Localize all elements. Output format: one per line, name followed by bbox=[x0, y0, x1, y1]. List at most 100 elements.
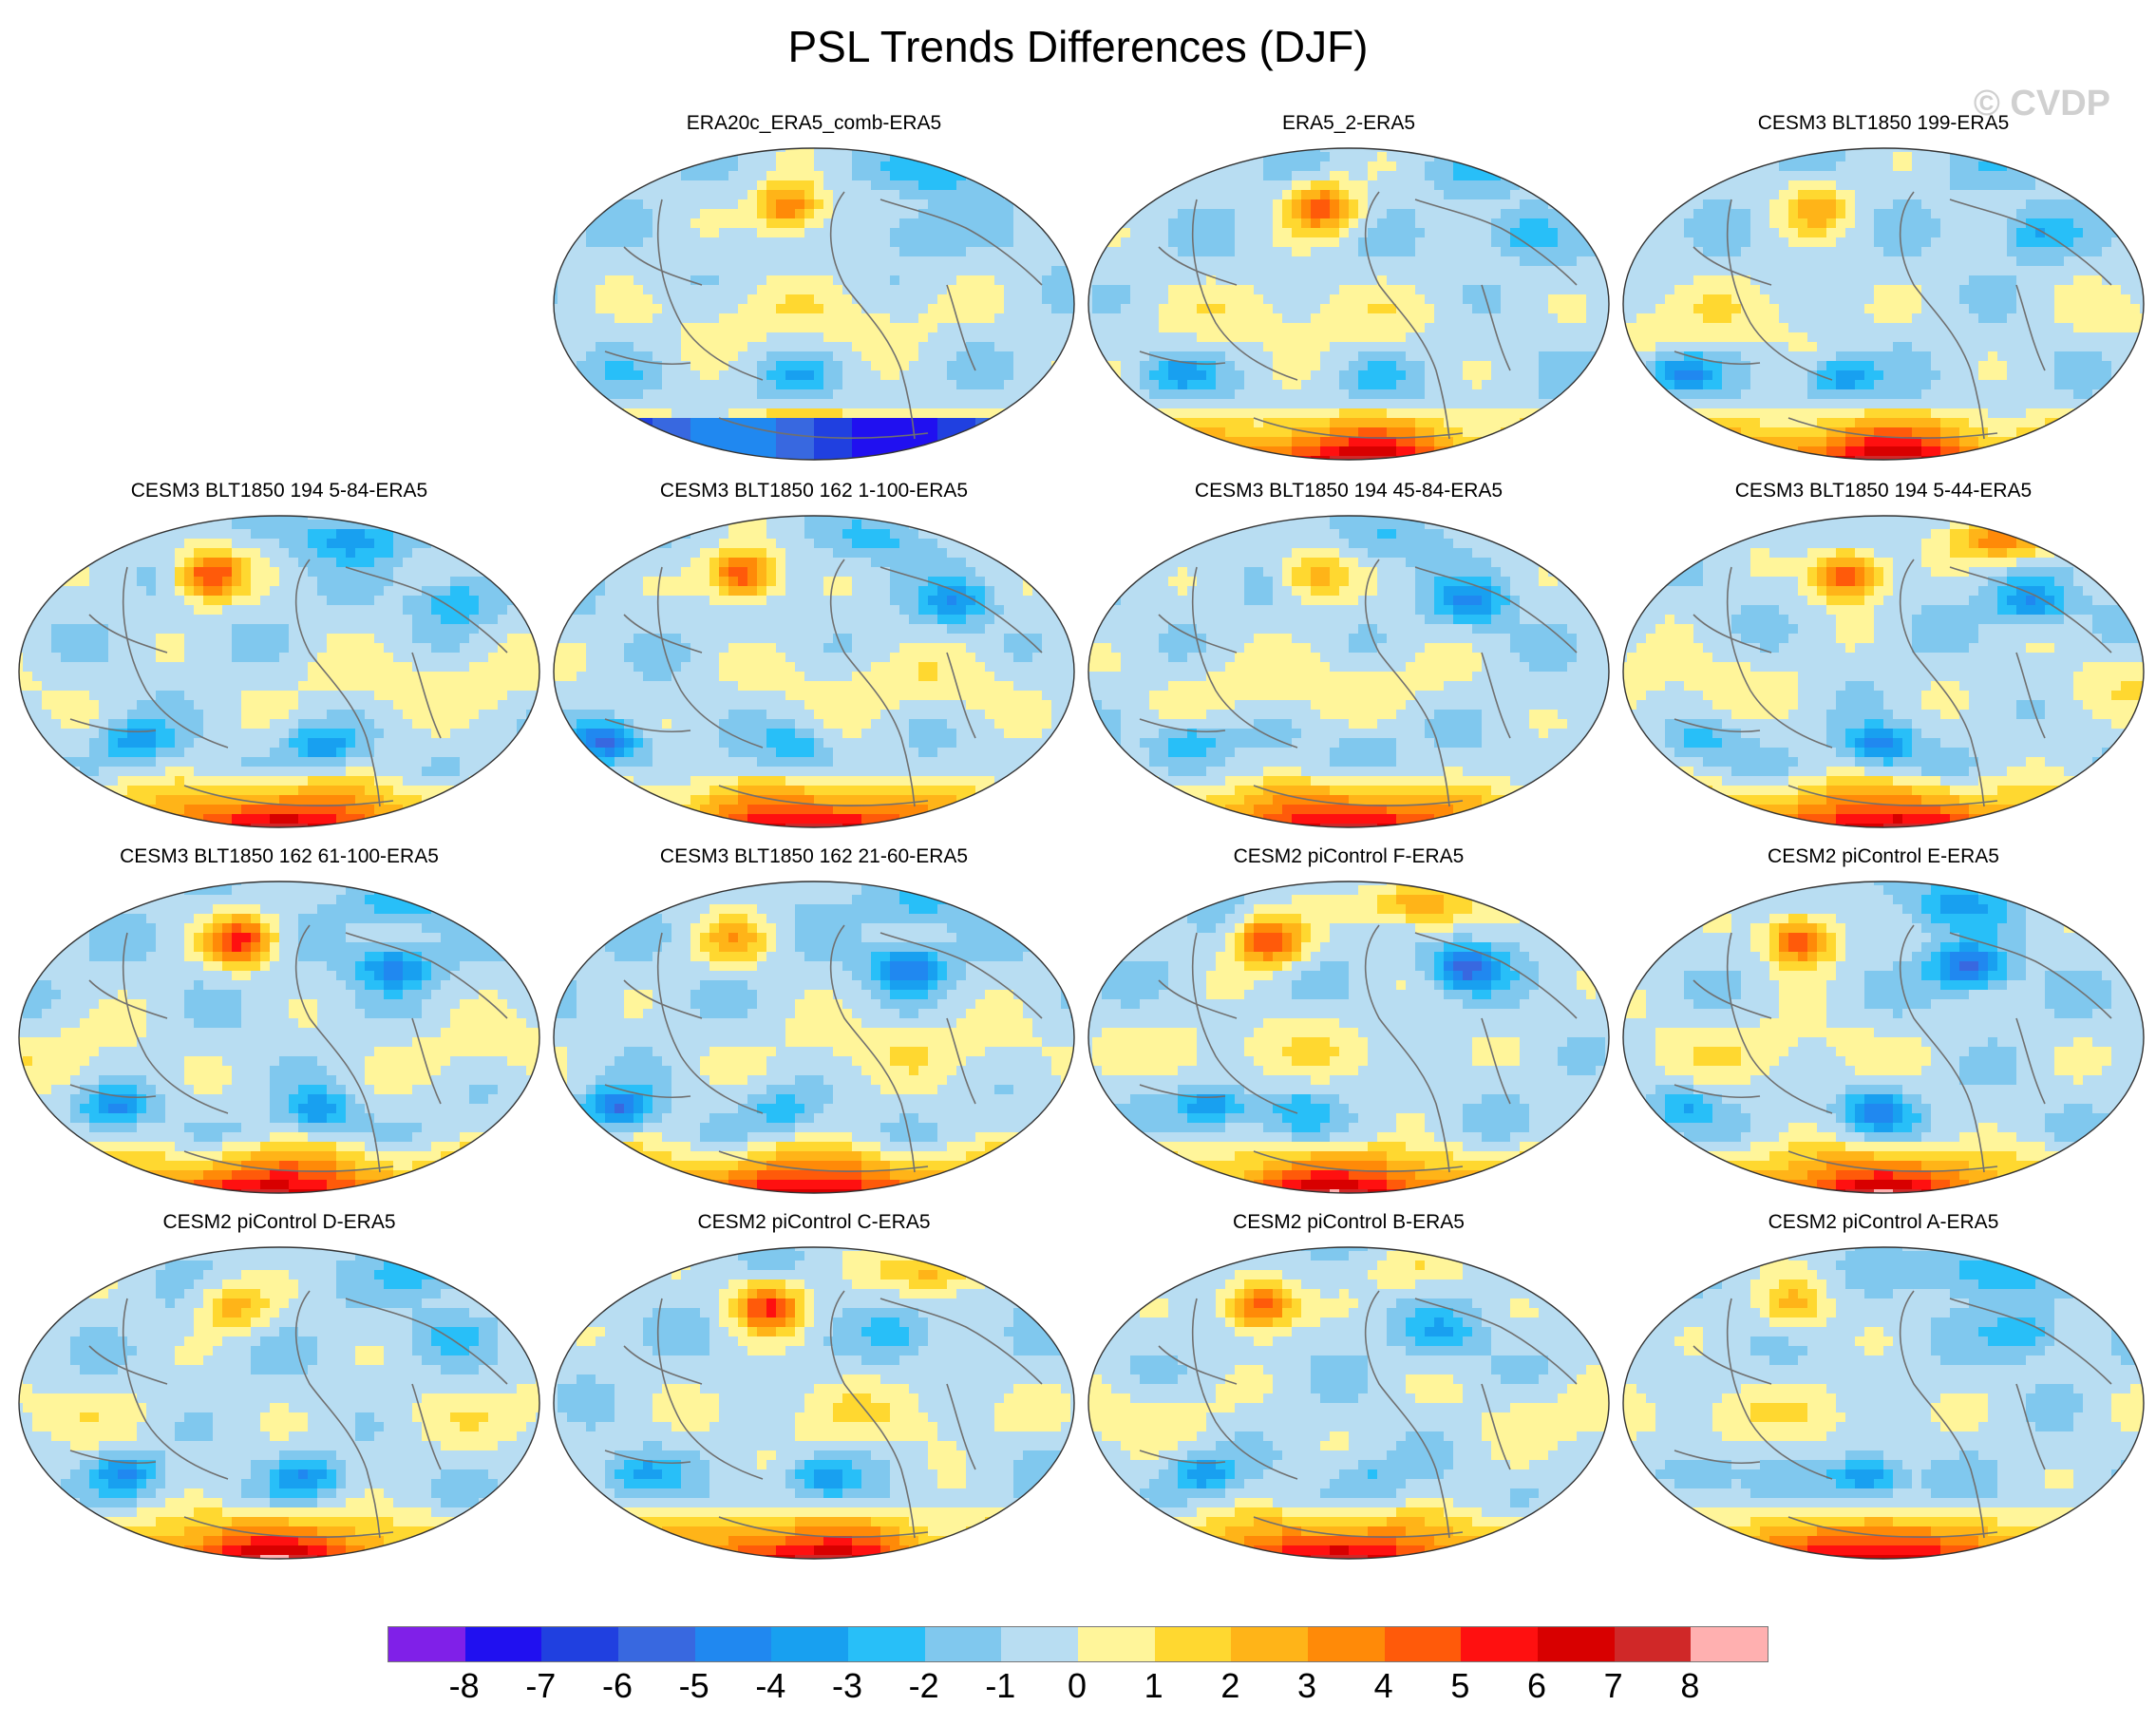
coastline bbox=[69, 924, 508, 1173]
colorbar-tick-label: 1 bbox=[1125, 1666, 1182, 1706]
colorbar-tick-label: 4 bbox=[1355, 1666, 1412, 1706]
map-outline bbox=[18, 881, 540, 1194]
psl-trend-field bbox=[19, 1247, 539, 1559]
map-outline bbox=[553, 1246, 1075, 1560]
psl-trend-field bbox=[1623, 881, 2144, 1193]
robinson-map bbox=[553, 515, 1075, 828]
map-panel: CESM3 BLT1850 162 61-100-ERA5 bbox=[13, 845, 545, 1202]
coastline bbox=[1674, 1290, 2112, 1539]
map-outline bbox=[1087, 881, 1610, 1194]
robinson-map bbox=[1622, 147, 2145, 461]
coastline bbox=[1674, 559, 2112, 807]
panel-title: CESM3 BLT1850 162 21-60-ERA5 bbox=[548, 845, 1080, 868]
colorbar-swatch bbox=[618, 1627, 695, 1661]
coastline bbox=[69, 559, 508, 807]
map-panel: CESM2 piControl F-ERA5 bbox=[1083, 845, 1615, 1202]
map-outline bbox=[18, 515, 540, 828]
panel-title: CESM2 piControl F-ERA5 bbox=[1083, 845, 1615, 868]
panel-title: CESM3 BLT1850 194 5-84-ERA5 bbox=[13, 480, 545, 502]
psl-trend-field bbox=[1088, 881, 1609, 1193]
coastline bbox=[604, 559, 1043, 807]
panel-title: CESM3 BLT1850 194 5-44-ERA5 bbox=[1617, 480, 2149, 502]
psl-trend-field bbox=[1623, 516, 2144, 827]
map-outline bbox=[18, 1246, 540, 1560]
colorbar bbox=[388, 1626, 1768, 1662]
robinson-map bbox=[553, 881, 1075, 1194]
coastline bbox=[1674, 924, 2112, 1173]
coastline bbox=[69, 1290, 508, 1539]
map-panel: CESM3 BLT1850 194 5-84-ERA5 bbox=[13, 480, 545, 836]
map-panel: CESM2 piControl B-ERA5 bbox=[1083, 1211, 1615, 1567]
colorbar-swatch bbox=[1154, 1627, 1232, 1661]
watermark: © CVDP bbox=[1974, 84, 2110, 124]
colorbar-tick-label: -4 bbox=[742, 1666, 799, 1706]
colorbar-tick-label: 6 bbox=[1508, 1666, 1565, 1706]
colorbar-tick-label: -1 bbox=[972, 1666, 1029, 1706]
map-panel: CESM3 BLT1850 199-ERA5 bbox=[1617, 112, 2149, 468]
robinson-map bbox=[1087, 1246, 1610, 1560]
colorbar-tick-label: -5 bbox=[666, 1666, 723, 1706]
panel-title: CESM2 piControl E-ERA5 bbox=[1617, 845, 2149, 868]
panel-title: CESM2 piControl A-ERA5 bbox=[1617, 1211, 2149, 1234]
coastline bbox=[1674, 191, 2112, 440]
colorbar-swatch bbox=[771, 1627, 849, 1661]
colorbar-swatch bbox=[1461, 1627, 1539, 1661]
robinson-map bbox=[1622, 515, 2145, 828]
panel-title: ERA20c_ERA5_comb-ERA5 bbox=[548, 112, 1080, 135]
map-outline bbox=[1087, 515, 1610, 828]
colorbar-swatch bbox=[694, 1627, 772, 1661]
panel-title: CESM3 BLT1850 199-ERA5 bbox=[1617, 112, 2149, 135]
map-panel: ERA5_2-ERA5 bbox=[1083, 112, 1615, 468]
coastline bbox=[1139, 191, 1578, 440]
colorbar-swatch bbox=[1691, 1627, 1768, 1661]
psl-trend-field bbox=[554, 1247, 1074, 1559]
map-panel: CESM3 BLT1850 194 5-44-ERA5 bbox=[1617, 480, 2149, 836]
panel-title: CESM3 BLT1850 194 45-84-ERA5 bbox=[1083, 480, 1615, 502]
coastline bbox=[604, 924, 1043, 1173]
coastline bbox=[604, 191, 1043, 440]
colorbar-tick-label: 3 bbox=[1278, 1666, 1335, 1706]
map-outline bbox=[553, 881, 1075, 1194]
map-panel: CESM2 piControl E-ERA5 bbox=[1617, 845, 2149, 1202]
colorbar-tick-label: -2 bbox=[896, 1666, 953, 1706]
map-outline bbox=[1622, 515, 2145, 828]
coastline bbox=[1139, 559, 1578, 807]
robinson-map bbox=[18, 515, 540, 828]
psl-trend-field bbox=[554, 148, 1074, 460]
colorbar-tick-label: -3 bbox=[819, 1666, 876, 1706]
map-panel: CESM2 piControl C-ERA5 bbox=[548, 1211, 1080, 1567]
figure-title: PSL Trends Differences (DJF) bbox=[0, 21, 2156, 72]
map-outline bbox=[553, 147, 1075, 461]
panel-title: CESM2 piControl D-ERA5 bbox=[13, 1211, 545, 1234]
colorbar-tick-label: -6 bbox=[589, 1666, 646, 1706]
robinson-map bbox=[18, 1246, 540, 1560]
robinson-map bbox=[1622, 1246, 2145, 1560]
coastline bbox=[1139, 1290, 1578, 1539]
map-panel: CESM3 BLT1850 194 45-84-ERA5 bbox=[1083, 480, 1615, 836]
map-panel: CESM2 piControl A-ERA5 bbox=[1617, 1211, 2149, 1567]
colorbar-swatch bbox=[1384, 1627, 1462, 1661]
psl-trend-field bbox=[19, 516, 539, 827]
psl-trend-field bbox=[1623, 1247, 2144, 1559]
colorbar-swatch bbox=[1308, 1627, 1385, 1661]
map-outline bbox=[1087, 1246, 1610, 1560]
colorbar-tick-label: 5 bbox=[1431, 1666, 1488, 1706]
psl-trend-field bbox=[1623, 148, 2144, 460]
robinson-map bbox=[1087, 881, 1610, 1194]
robinson-map bbox=[1087, 147, 1610, 461]
colorbar-tick-label: -8 bbox=[436, 1666, 493, 1706]
map-outline bbox=[1622, 881, 2145, 1194]
panel-title: ERA5_2-ERA5 bbox=[1083, 112, 1615, 135]
robinson-map bbox=[1622, 881, 2145, 1194]
colorbar-tick-label: 2 bbox=[1201, 1666, 1258, 1706]
map-outline bbox=[553, 515, 1075, 828]
panel-title: CESM2 piControl B-ERA5 bbox=[1083, 1211, 1615, 1234]
panel-title: CESM3 BLT1850 162 61-100-ERA5 bbox=[13, 845, 545, 868]
robinson-map bbox=[1087, 515, 1610, 828]
colorbar-swatch bbox=[1614, 1627, 1692, 1661]
colorbar-swatch bbox=[388, 1627, 465, 1661]
map-outline bbox=[1622, 1246, 2145, 1560]
map-panel: CESM3 BLT1850 162 21-60-ERA5 bbox=[548, 845, 1080, 1202]
colorbar-swatch bbox=[848, 1627, 925, 1661]
panel-title: CESM2 piControl C-ERA5 bbox=[548, 1211, 1080, 1234]
